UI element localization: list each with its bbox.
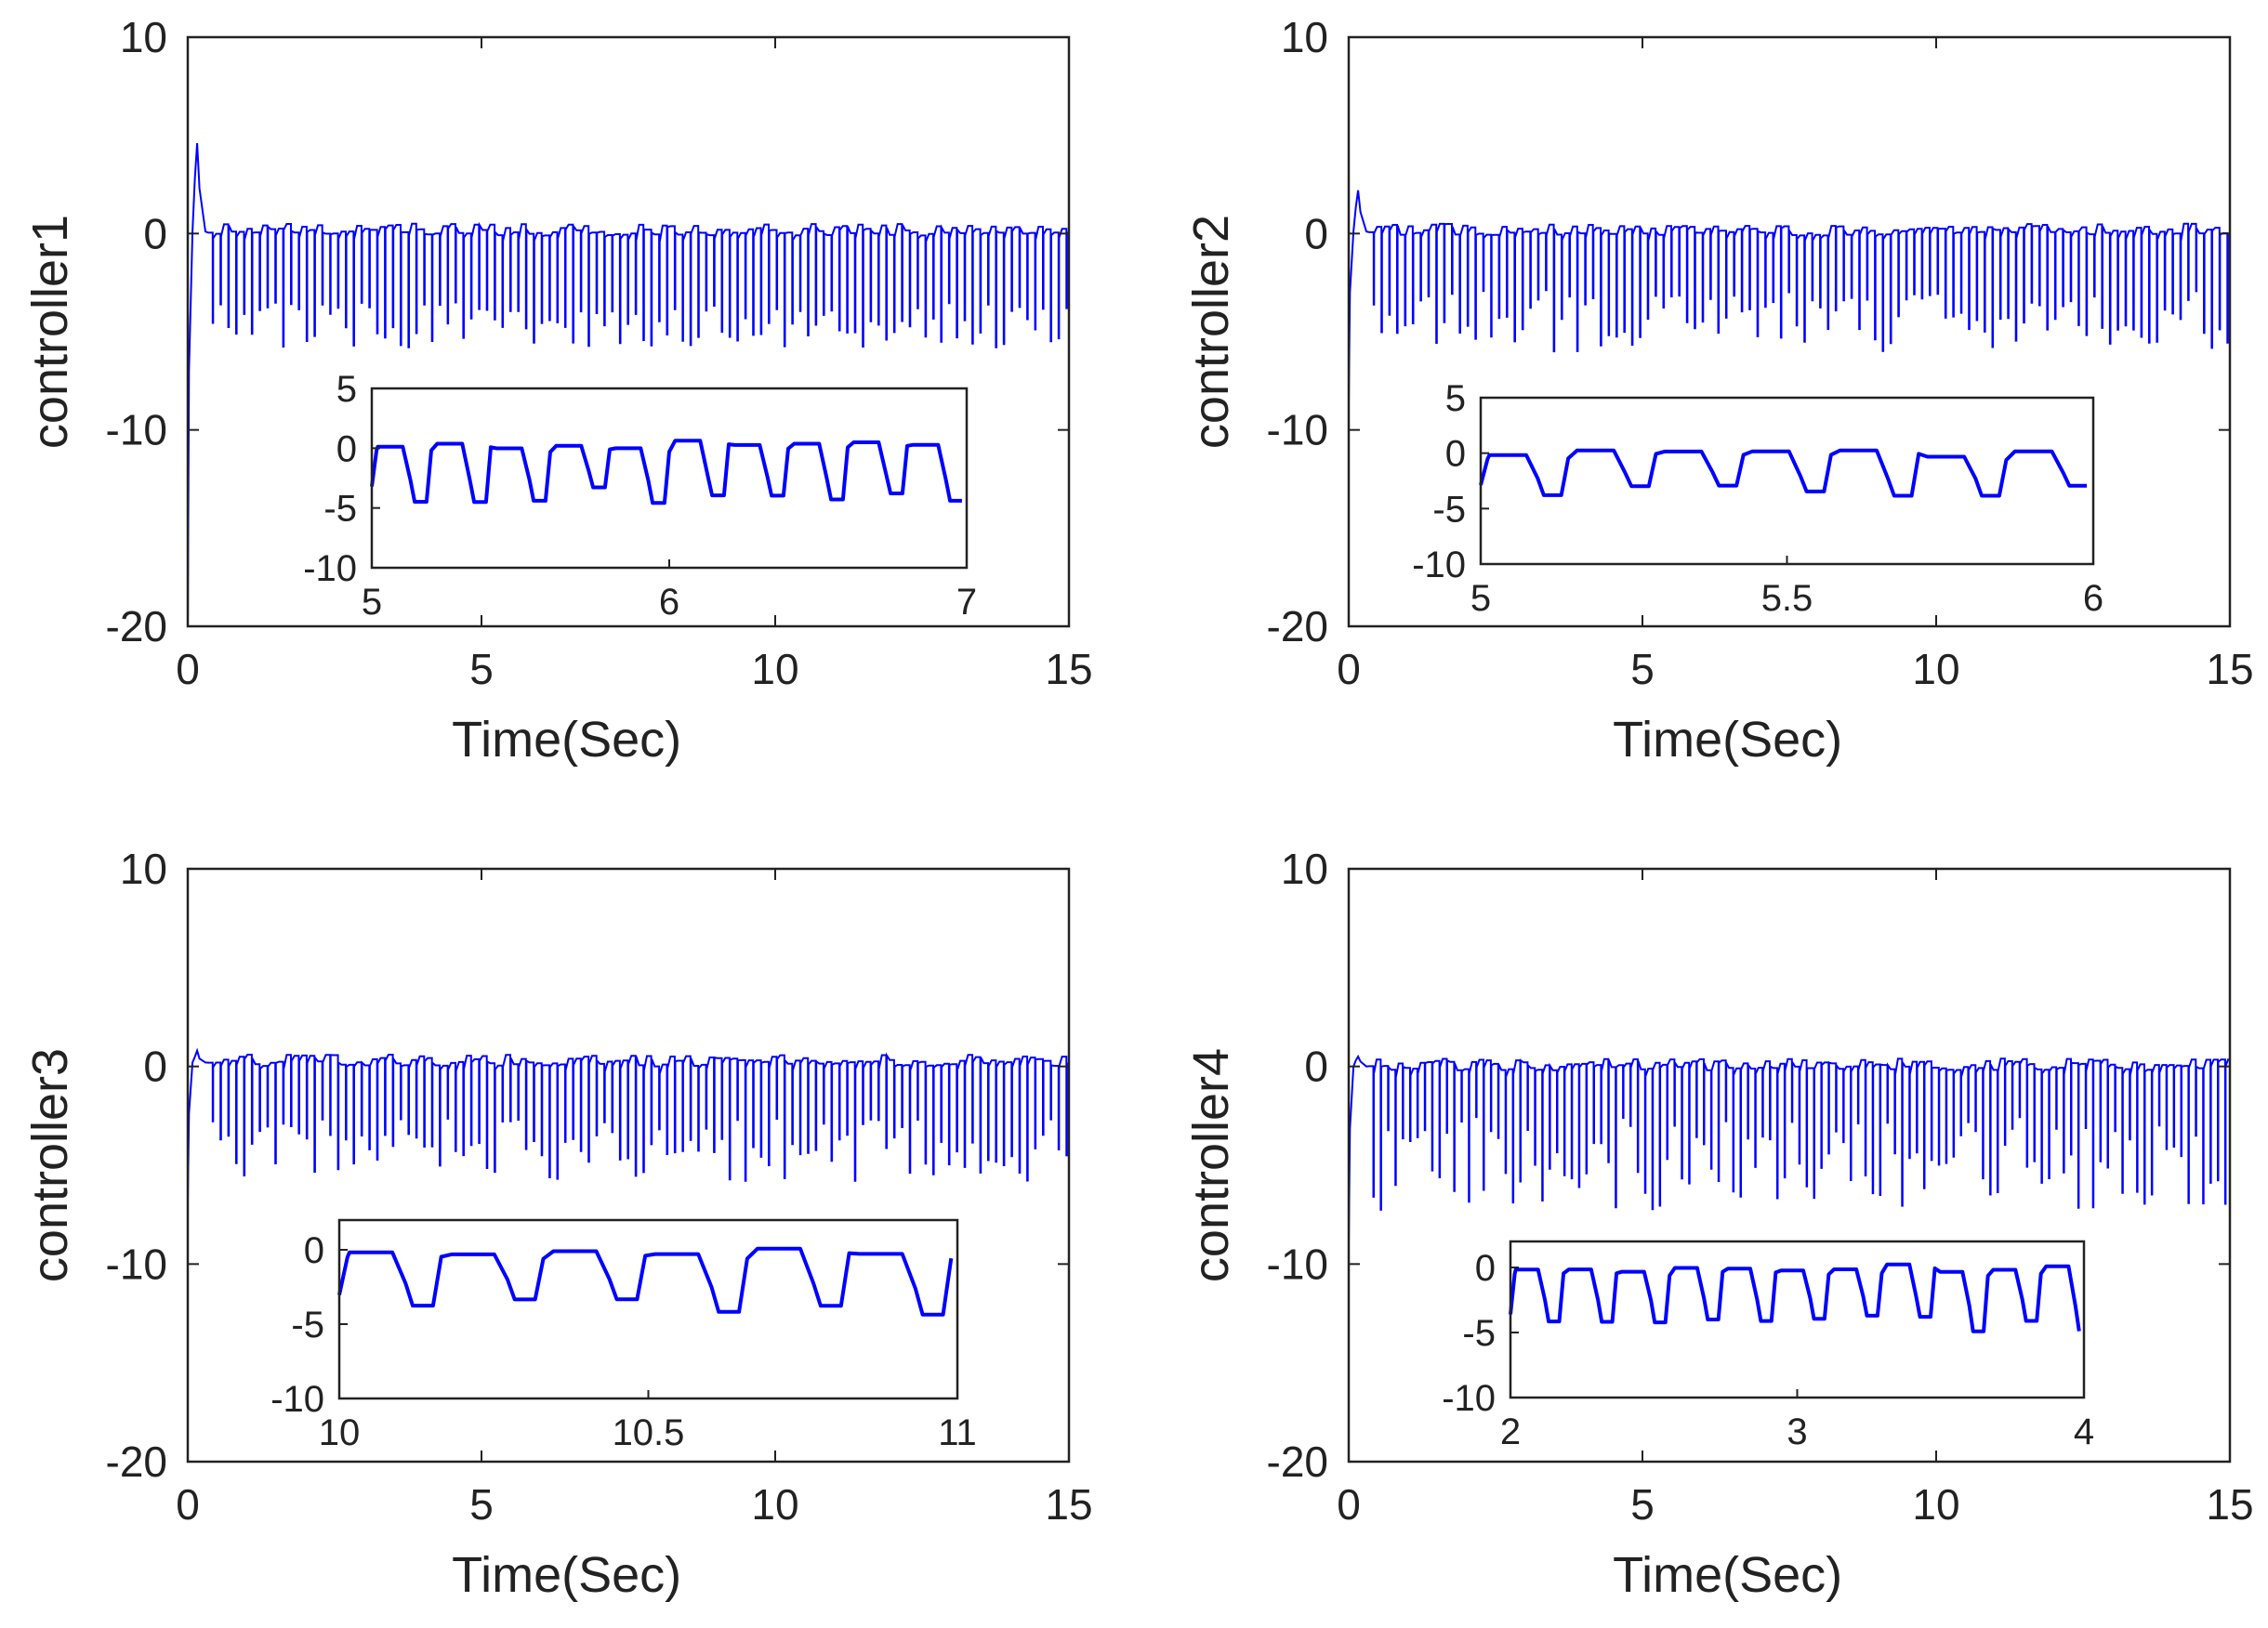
inset-x-tick-label: 5 (362, 582, 382, 623)
inset-x-tick-label: 2 (1500, 1411, 1521, 1452)
inset-x-tick-label: 3 (1787, 1411, 1807, 1452)
y-tick-label: -10 (1267, 406, 1328, 454)
inset-background (339, 1220, 957, 1398)
x-tick-label: 15 (1045, 1480, 1092, 1529)
inset-y-tick-label: 0 (1445, 434, 1466, 475)
x-tick-label: 10 (751, 645, 798, 693)
inset-controller1: 5 6 7 -10 -5 0 5 (303, 369, 977, 623)
inset-controller3: 10 10.5 11 -10 -5 0 (270, 1218, 977, 1453)
x-tick-label: 5 (1630, 1480, 1655, 1529)
x-tick-label: 0 (176, 1480, 200, 1529)
signal-line-controller1 (187, 143, 1068, 627)
plot-frame (1347, 35, 2232, 628)
x-tick-label: 10 (1912, 645, 1959, 693)
inset-x-tick-label: 5.5 (1761, 578, 1813, 619)
inset-y-tick-label: -10 (1412, 545, 1466, 585)
panel-controller2: 0 5 10 15 -20 -10 0 10 Time(Sec) controller2 5 5.5 6… (1183, 13, 2254, 768)
signal-line-controller4 (1348, 1054, 2230, 1245)
inset-y-tick-label: -10 (1442, 1378, 1496, 1419)
y-axis-title: controller2 (1183, 215, 1239, 449)
inset-y-tick-label: 0 (304, 1230, 324, 1271)
inset-controller4: 2 3 4 -10 -5 0 (1442, 1240, 2094, 1452)
x-tick-label: 5 (469, 1480, 494, 1529)
inset-y-tick-label: -10 (303, 548, 357, 589)
inset-signal-line (1509, 1262, 2081, 1333)
x-axis-title: Time(Sec) (1613, 1547, 1842, 1603)
x-tick-label: 10 (1912, 1480, 1959, 1529)
y-tick-label: 10 (120, 13, 167, 61)
panel-controller1: 0 5 10 15 -20 -10 0 10 Time(Sec) controller1 5 6 7 -1… (22, 13, 1093, 768)
inset-y-tick-label: -10 (270, 1379, 324, 1420)
inset-y-tick-label: 0 (336, 428, 357, 469)
y-tick-label: 0 (143, 1043, 167, 1091)
inset-x-tick-label: 10 (319, 1412, 361, 1453)
inset-y-tick-label: -5 (1432, 489, 1466, 530)
y-tick-label: 10 (1281, 13, 1328, 61)
inset-background (1510, 1241, 2084, 1398)
x-axis-title: Time(Sec) (452, 712, 681, 768)
x-tick-label: 5 (1630, 645, 1655, 693)
x-axis-title: Time(Sec) (452, 1547, 681, 1603)
inset-x-tick-label: 10.5 (613, 1412, 685, 1453)
x-tick-label: 0 (1337, 645, 1361, 693)
y-tick-label: 0 (143, 209, 167, 257)
inset-y-tick-label: -5 (291, 1305, 324, 1346)
inset-x-tick-label: 6 (659, 582, 679, 623)
y-axis-title: controller1 (22, 215, 78, 449)
signal-line-controller3 (187, 1047, 1068, 1201)
panel-controller4: 0 5 10 15 -20 -10 0 10 Time(Sec) controller4 2 3 4 -1… (1183, 845, 2254, 1603)
y-tick-label: -10 (106, 1240, 167, 1288)
y-tick-label: -20 (106, 1438, 167, 1486)
inset-x-tick-label: 6 (2083, 578, 2103, 619)
plot-frame (1347, 867, 2232, 1464)
x-axis-title: Time(Sec) (1613, 712, 1842, 768)
y-tick-label: 10 (1281, 845, 1328, 893)
y-axis-title: controller3 (22, 1048, 78, 1282)
y-tick-label: -20 (106, 602, 167, 650)
inset-y-tick-label: 0 (1475, 1248, 1496, 1289)
plot-frame (186, 867, 1071, 1464)
signal-line-controller2 (1348, 190, 2229, 403)
x-tick-label: 15 (1045, 645, 1092, 693)
y-axis-title: controller4 (1183, 1048, 1239, 1282)
inset-signal-line (1479, 448, 2088, 498)
inset-x-tick-label: 5 (1470, 578, 1491, 619)
y-tick-label: -10 (1267, 1240, 1328, 1288)
y-tick-label: -20 (1267, 602, 1328, 650)
y-tick-label: 10 (120, 845, 167, 893)
inset-background (372, 388, 967, 568)
x-tick-label: 10 (751, 1480, 798, 1529)
x-tick-label: 5 (469, 645, 494, 693)
x-tick-label: 15 (2206, 1480, 2253, 1529)
inset-x-tick-label: 7 (956, 582, 977, 623)
plot-frame (186, 35, 1071, 628)
inset-controller2: 5 5.5 6 -10 -5 0 5 (1412, 378, 2103, 619)
x-tick-label: 0 (176, 645, 200, 693)
inset-signal-line (370, 439, 962, 505)
y-tick-label: -20 (1267, 1438, 1328, 1486)
inset-y-tick-label: 5 (1445, 378, 1466, 419)
y-tick-label: -10 (106, 406, 167, 454)
inset-y-tick-label: -5 (323, 489, 357, 530)
inset-y-tick-label: 5 (336, 369, 357, 410)
inset-x-tick-label: 11 (938, 1412, 977, 1453)
inset-y-tick-label: -5 (1462, 1313, 1496, 1354)
inset-x-tick-label: 4 (2074, 1411, 2094, 1452)
x-tick-label: 15 (2206, 645, 2253, 693)
panel-controller3: 0 5 10 15 -20 -10 0 10 Time(Sec) controller3 10 10.… (22, 845, 1093, 1603)
y-tick-label: 0 (1304, 209, 1328, 257)
y-tick-label: 0 (1304, 1043, 1328, 1091)
x-tick-label: 0 (1337, 1480, 1361, 1529)
inset-signal-line (337, 1246, 954, 1317)
inset-background (1481, 398, 2093, 564)
